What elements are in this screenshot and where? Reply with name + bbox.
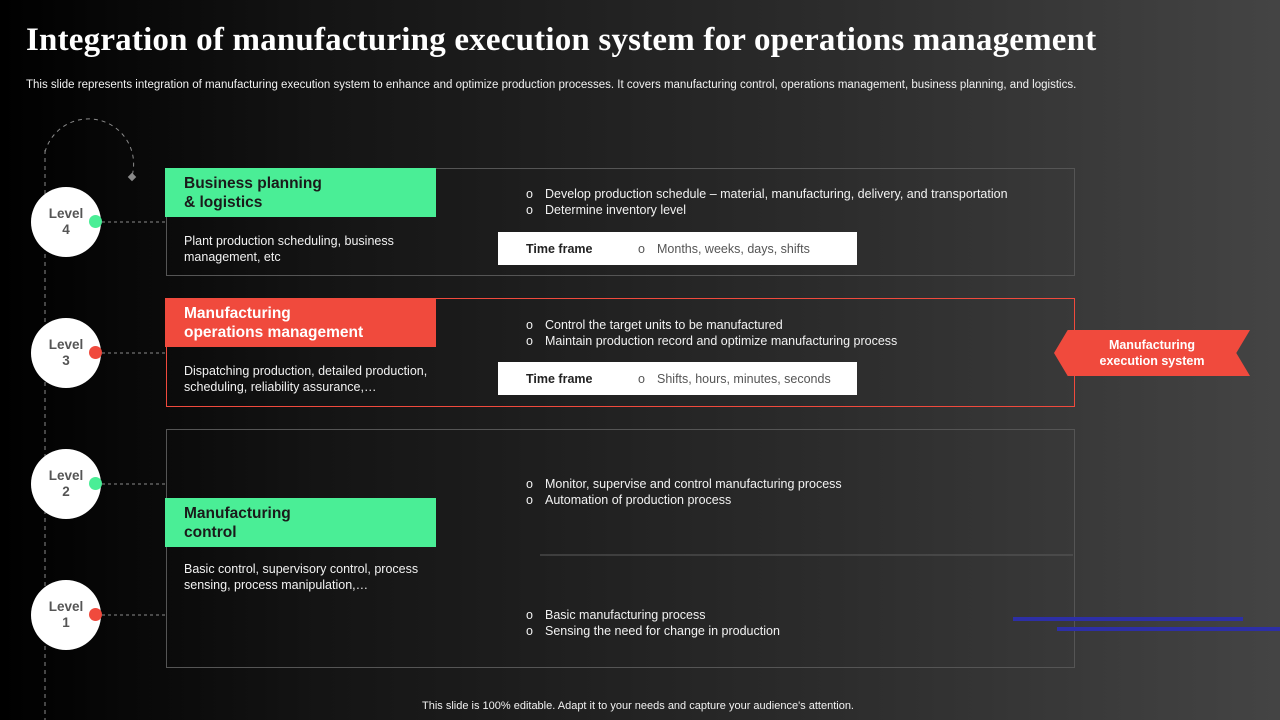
level-number: 3 [62, 353, 70, 368]
panel-manufacturing-control [166, 429, 1075, 668]
manufacturing-control-header: Manufacturing control [165, 498, 436, 547]
bullet-marker: o [638, 241, 645, 256]
bullet-marker: o [526, 318, 533, 332]
timeframe-label: Time frame [526, 241, 593, 256]
bullet-text: Sensing the need for change in productio… [545, 624, 780, 638]
arc-arrow-head [127, 172, 137, 182]
level-word: Level [48, 468, 84, 483]
timeframe-text: Months, weeks, days, shifts [657, 241, 810, 256]
level-2-dot [89, 477, 102, 490]
operations-management-header: Manufacturing operations management [165, 298, 436, 347]
timeframe-value: o Months, weeks, days, shifts [638, 242, 810, 256]
business-planning-timeframe: Time frame o Months, weeks, days, shifts [498, 232, 857, 265]
decorative-line [1057, 627, 1280, 631]
timeframe-label: Time frame [526, 371, 593, 386]
bullet-marker: o [526, 203, 533, 217]
mes-ribbon: Manufacturing execution system [1054, 330, 1250, 376]
operations-management-bullets: o Control the target units to be manufact… [526, 317, 897, 349]
bullet-text: Develop production schedule – material, … [545, 187, 1008, 201]
business-planning-bullets: o Develop production schedule – material,… [526, 186, 1008, 218]
page-title: Integration of manufacturing execution s… [26, 22, 1097, 58]
list-item: o Automation of production process [526, 492, 842, 508]
level-4-dot [89, 215, 102, 228]
level-3-dot [89, 346, 102, 359]
bullet-marker: o [526, 334, 533, 348]
list-item: o Sensing the need for change in producti… [526, 623, 780, 639]
header-line: Manufacturing [184, 505, 291, 522]
decorative-line [1013, 617, 1243, 621]
level-number: 1 [62, 615, 70, 630]
bullet-text: Automation of production process [545, 493, 732, 507]
manufacturing-control-description: Basic control, supervisory control, proc… [184, 562, 419, 592]
bullet-marker: o [526, 624, 533, 638]
list-item: o Control the target units to be manufact… [526, 317, 897, 333]
bullet-marker: o [526, 608, 533, 622]
bullet-marker: o [526, 493, 533, 507]
list-item: o Basic manufacturing process [526, 607, 780, 623]
page-subtitle: This slide represents integration of man… [26, 79, 1077, 91]
header-line: operations management [184, 324, 364, 341]
header-line: & logistics [184, 194, 263, 211]
header-line: control [184, 524, 237, 541]
list-item: o Monitor, supervise and control manufact… [526, 476, 842, 492]
level-word: Level [48, 206, 84, 221]
header-line: Business planning [184, 175, 322, 192]
footer-note: This slide is 100% editable. Adapt it to… [422, 700, 854, 712]
bullet-text: Monitor, supervise and control manufactu… [545, 477, 842, 491]
timeframe-value: o Shifts, hours, minutes, seconds [638, 372, 831, 386]
timeline-arc [44, 118, 135, 177]
list-item: o Maintain production record and optimize… [526, 333, 897, 349]
bullet-text: Maintain production record and optimize … [545, 334, 898, 348]
list-item: o Develop production schedule – material,… [526, 186, 1008, 202]
bullet-text: Determine inventory level [545, 203, 687, 217]
list-item: o Determine inventory level [526, 202, 1008, 218]
header-line: Manufacturing [184, 305, 291, 322]
operations-management-timeframe: Time frame o Shifts, hours, minutes, seco… [498, 362, 857, 395]
bullet-marker: o [638, 371, 645, 386]
panel-business-planning [166, 168, 1075, 276]
timeframe-text: Shifts, hours, minutes, seconds [657, 371, 831, 386]
bullet-marker: o [526, 187, 533, 201]
level-word: Level [48, 337, 84, 352]
bullet-text: Basic manufacturing process [545, 608, 706, 622]
level-number: 2 [62, 484, 70, 499]
business-planning-header: Business planning & logistics [165, 168, 436, 217]
bullet-marker: o [526, 477, 533, 491]
operations-management-description: Dispatching production, detailed product… [184, 364, 428, 394]
level-1-dot [89, 608, 102, 621]
bullet-text: Control the target units to be manufactu… [545, 318, 783, 332]
level-word: Level [48, 599, 84, 614]
level-2-bullets: o Monitor, supervise and control manufact… [526, 476, 842, 508]
level-number: 4 [62, 222, 70, 237]
level-1-bullets: o Basic manufacturing process o Sensing th… [526, 607, 780, 639]
business-planning-description: Plant production scheduling, business ma… [184, 234, 394, 264]
